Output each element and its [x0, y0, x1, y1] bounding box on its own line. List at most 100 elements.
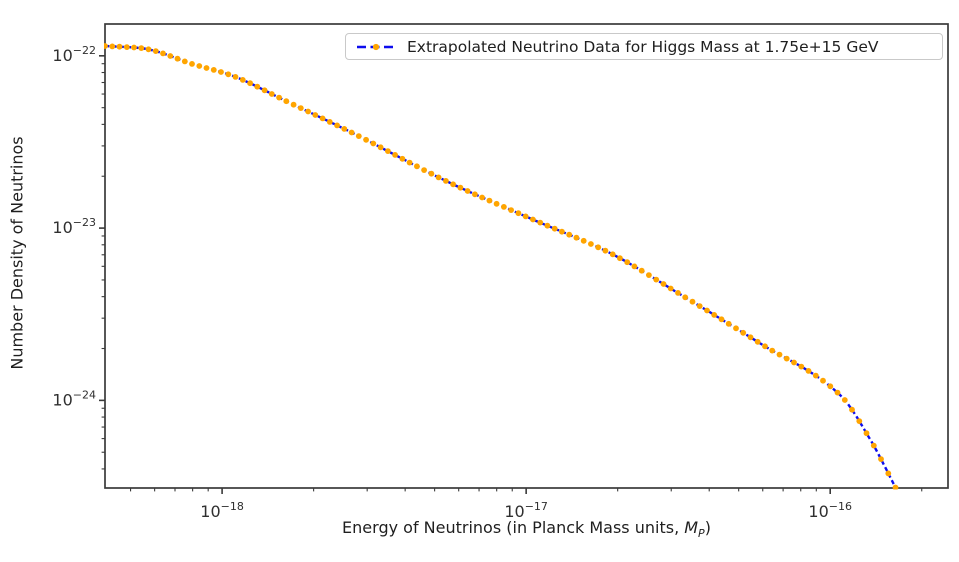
data-point-marker — [696, 303, 703, 309]
data-point-marker — [116, 43, 123, 50]
data-point-marker — [181, 58, 188, 65]
data-point-marker — [370, 140, 377, 147]
data-point-marker — [218, 69, 224, 75]
data-point-marker — [631, 263, 638, 270]
data-point-marker — [798, 363, 805, 370]
data-series-markers — [104, 43, 899, 490]
data-point-marker — [385, 148, 391, 155]
data-point-marker — [334, 122, 340, 129]
data-point-marker — [820, 377, 826, 384]
data-point-marker — [203, 65, 210, 71]
data-point-marker — [849, 406, 855, 413]
data-point-marker — [718, 316, 725, 323]
data-point-marker — [878, 456, 884, 462]
data-point-marker — [856, 418, 863, 424]
data-point-marker — [276, 94, 282, 101]
data-point-marker — [747, 334, 754, 341]
data-point-marker — [406, 159, 413, 166]
data-point-marker — [508, 207, 514, 214]
data-point-marker — [588, 241, 594, 247]
data-point-marker — [762, 343, 768, 350]
data-point-marker — [559, 228, 565, 235]
data-point-marker — [479, 194, 485, 201]
x-axis-title-math: M — [684, 518, 699, 537]
data-point-marker — [174, 55, 181, 62]
data-series — [104, 43, 899, 490]
legend-marker-icon — [372, 43, 380, 50]
data-point-marker — [138, 45, 145, 51]
data-point-marker — [624, 259, 631, 266]
data-point-marker — [566, 231, 573, 238]
data-point-marker — [885, 470, 892, 477]
data-point-marker — [638, 267, 645, 274]
data-point-marker — [239, 77, 246, 83]
data-point-marker — [196, 63, 203, 69]
y-axis-title: Number Density of Neutrinos — [8, 136, 27, 369]
data-point-marker — [580, 237, 587, 244]
data-point-marker — [725, 320, 732, 327]
tick-label: 10−16 — [808, 500, 852, 521]
data-point-marker — [319, 115, 326, 122]
data-point-marker — [791, 359, 797, 366]
data-point-marker — [104, 43, 108, 49]
data-point-marker — [841, 397, 848, 403]
data-point-marker — [421, 167, 427, 174]
data-point-marker — [109, 43, 116, 50]
data-point-marker — [348, 129, 355, 136]
data-series-line — [104, 44, 897, 489]
data-point-marker — [268, 91, 275, 97]
axis-tick-labels: 10−18 10−17 10−16 10−24 10−23 10−22 — [52, 44, 852, 521]
data-point-marker — [602, 247, 609, 254]
data-point-marker — [464, 188, 471, 194]
data-point-marker — [297, 105, 304, 111]
y-axis-title-text: Number Density of Neutrinos — [7, 136, 27, 370]
x-axis-title-math-sub: P — [698, 527, 705, 541]
data-point-marker — [827, 383, 834, 390]
data-point-marker — [754, 338, 761, 345]
data-point-marker — [399, 155, 406, 162]
data-point-marker — [653, 276, 660, 283]
data-point-marker — [863, 430, 870, 437]
data-point-marker — [152, 48, 159, 54]
data-point-marker — [377, 144, 384, 151]
plot-spines — [104, 23, 949, 489]
data-point-marker — [472, 191, 478, 198]
data-point-marker — [443, 178, 449, 184]
data-point-marker — [682, 294, 689, 301]
data-point-marker — [667, 285, 674, 292]
data-point-marker — [225, 71, 232, 78]
data-point-marker — [776, 351, 783, 358]
data-point-marker — [769, 347, 776, 354]
x-axis-title-prefix: Energy of Neutrinos (in Planck Mass unit… — [342, 518, 685, 537]
data-point-marker — [537, 219, 544, 226]
data-point-marker — [341, 125, 348, 132]
legend: Extrapolated Neutrino Data for Higgs Mas… — [345, 33, 943, 60]
data-point-marker — [261, 87, 268, 94]
data-point-marker — [254, 83, 261, 90]
data-point-marker — [689, 298, 696, 305]
data-point-marker — [522, 213, 529, 220]
data-point-marker — [392, 152, 398, 158]
data-point-marker — [493, 200, 500, 207]
tick-label: 10−17 — [504, 500, 548, 521]
data-point-marker — [145, 46, 152, 53]
data-point-marker — [247, 80, 254, 87]
data-point-marker — [428, 170, 435, 177]
data-point-marker — [892, 484, 899, 490]
data-point-marker — [515, 210, 522, 217]
data-point-marker — [617, 255, 623, 262]
data-point-marker — [501, 204, 507, 210]
data-point-marker — [544, 222, 551, 229]
data-point-marker — [486, 197, 493, 204]
data-point-marker — [609, 251, 616, 258]
data-point-marker — [711, 312, 718, 318]
x-axis-title-suffix: ) — [704, 518, 711, 537]
data-point-marker — [160, 50, 166, 57]
x-axis-title: Energy of Neutrinos (in Planck Mass unit… — [105, 518, 948, 540]
tick-label: 10−24 — [52, 388, 96, 409]
data-point-marker — [450, 181, 456, 188]
data-point-marker — [551, 225, 558, 232]
legend-line-sample — [357, 43, 395, 50]
